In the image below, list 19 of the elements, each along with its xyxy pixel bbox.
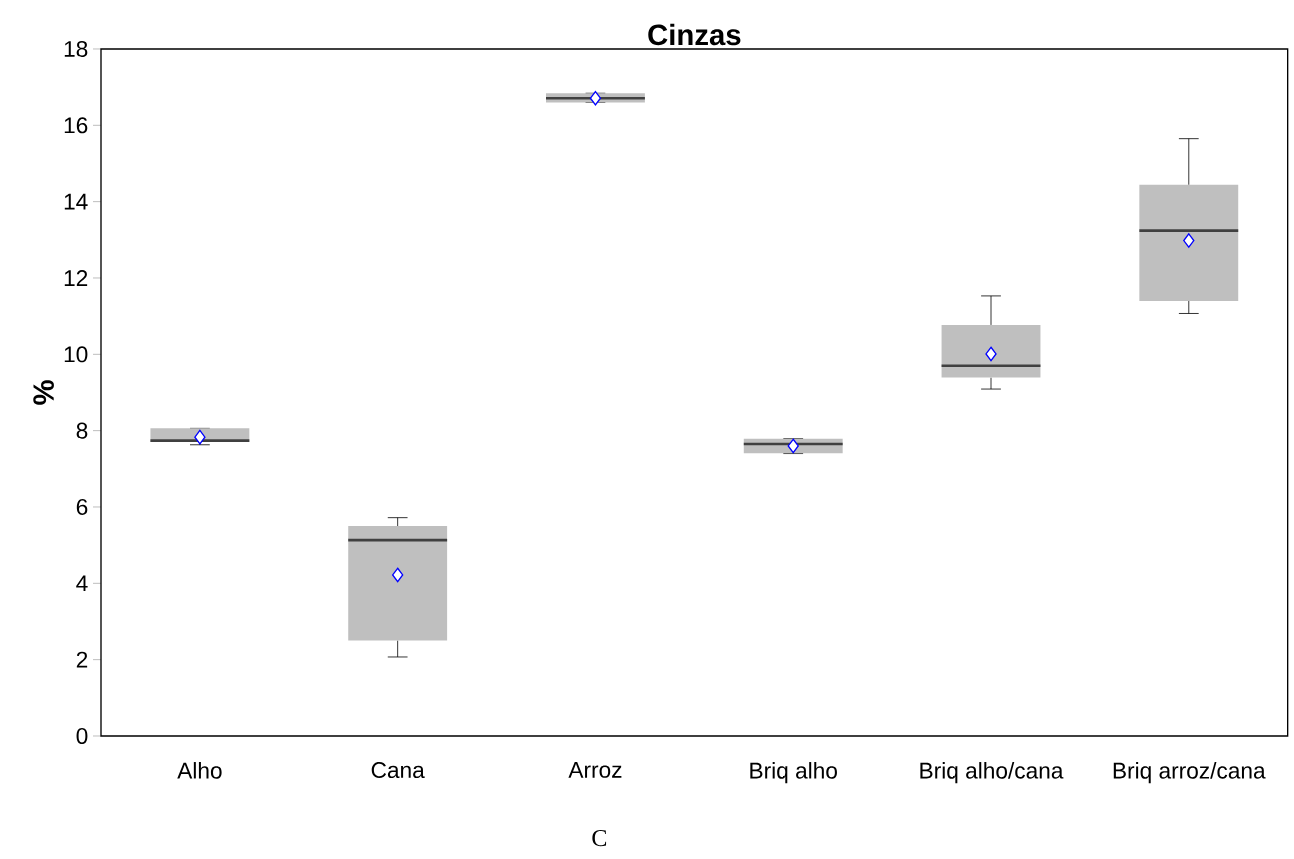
y-tick-label: 6 — [76, 498, 88, 516]
y-tick-label: 8 — [76, 422, 88, 439]
x-tick-label: Alho — [177, 762, 222, 779]
y-tick-label: 0 — [76, 727, 88, 745]
x-tick-label: Briq alho/cana — [920, 762, 1064, 784]
y-tick-label: 12 — [64, 270, 88, 286]
x-tick-label: Briq alho — [750, 762, 837, 784]
x-tick-label: Arroz — [568, 762, 622, 778]
y-axis-title: % — [33, 380, 54, 405]
y-tick-label: 4 — [76, 575, 88, 592]
y-tick-label: 14 — [64, 193, 88, 210]
y-tick-label: 16 — [64, 117, 88, 134]
y-tick-label: 10 — [64, 346, 88, 363]
x-tick-label: Cana — [371, 762, 425, 779]
x-tick-label: Briq arroz/cana — [1113, 762, 1266, 784]
y-tick-label: 2 — [76, 651, 88, 668]
chart-title: Cinzas — [648, 23, 741, 46]
y-tick-label: 18 — [64, 40, 88, 58]
text: C — [592, 830, 607, 847]
